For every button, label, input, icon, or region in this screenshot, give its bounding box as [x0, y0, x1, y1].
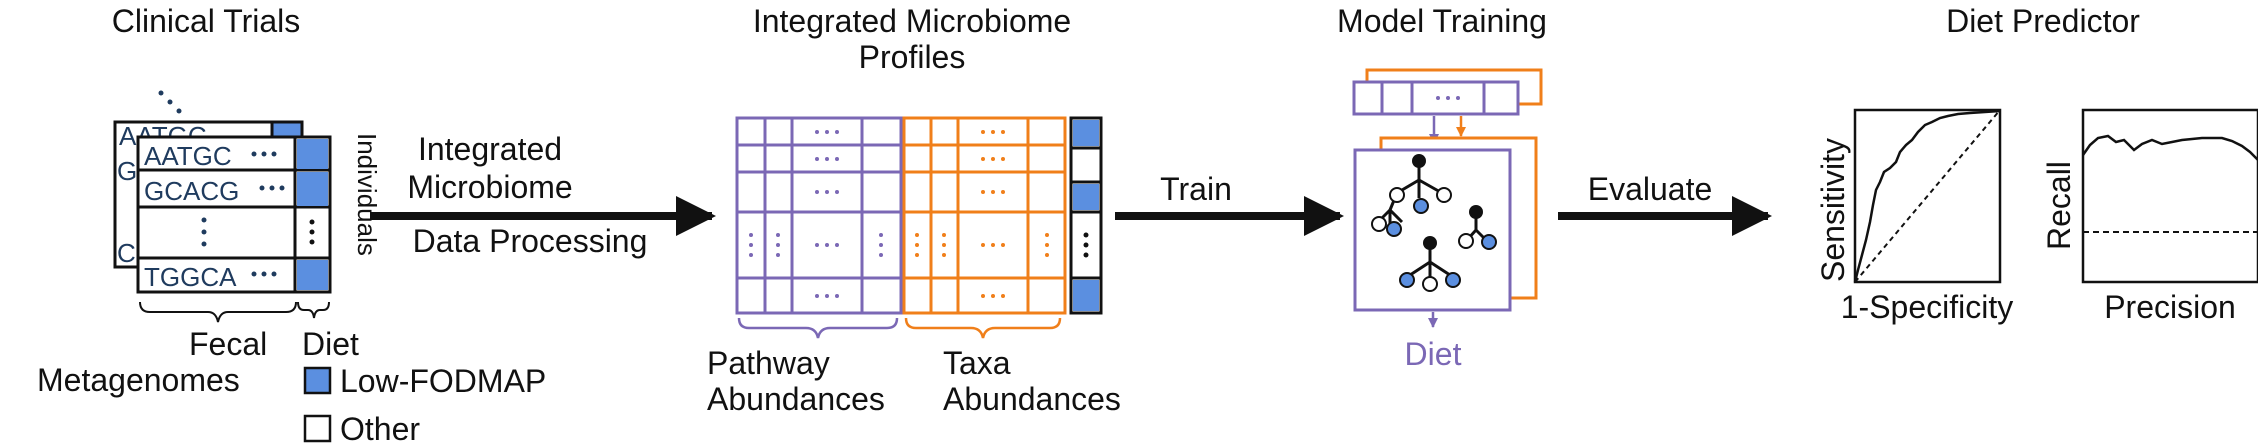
title-integrated-profiles-line1: Integrated Microbiome [753, 3, 1071, 39]
diet-column [1069, 116, 1103, 315]
processing-label-line3: Data Processing [413, 223, 648, 259]
model-input-rows [1352, 68, 1543, 116]
sequence-partial: G [117, 156, 137, 186]
individuals-label: Individuals [352, 133, 382, 256]
stack-ellipsis-dot [176, 108, 182, 114]
processing-label-line1: Integrated [418, 131, 562, 167]
pathway-grid-dots [749, 130, 883, 298]
roc-chance-line [1854, 109, 2001, 283]
stack-ellipsis-dot [167, 99, 173, 105]
legend-swatch-other [303, 414, 332, 443]
brace-diet [297, 301, 330, 319]
sequence-partial: C [117, 238, 136, 268]
legend-low-fodmap: Low-FODMAP [340, 363, 546, 399]
pathway-label-line1: Pathway [707, 345, 830, 381]
diet-label: Diet [302, 326, 359, 362]
legend-other: Other [340, 411, 420, 445]
diet-output-label: Diet [1405, 336, 1462, 372]
pr-plot [2081, 108, 2258, 284]
roc-curve [1853, 109, 2001, 283]
title-model-training: Model Training [1337, 3, 1547, 39]
roc-plot [1853, 108, 2002, 284]
sequence-text: AATGC [144, 141, 232, 171]
pathway-grid [735, 116, 903, 315]
brace-fecal [139, 301, 297, 323]
taxa-label-line1: Taxa [943, 345, 1011, 381]
clinical-sample-stack: AATGC G C AATGC GCACG TGGCA [113, 90, 332, 294]
pr-ylabel: Recall [2041, 161, 2077, 250]
diet-cell-low-fodmap [297, 172, 328, 206]
taxa-label-line2: Abundances [943, 381, 1121, 417]
roc-xlabel: 1-Specificity [1841, 289, 2014, 325]
processing-label-line2: Microbiome [407, 169, 572, 205]
stack-ellipsis-dot [158, 90, 164, 96]
diet-cell-low-fodmap [297, 139, 328, 169]
title-clinical-trials: Clinical Trials [112, 3, 300, 39]
evaluate-label: Evaluate [1588, 171, 1713, 207]
title-diet-predictor: Diet Predictor [1946, 3, 2140, 39]
pr-curve [2081, 134, 2258, 161]
metagenomes-label: Metagenomes [37, 362, 240, 398]
taxa-grid-dots [915, 130, 1049, 298]
brace-pathway [737, 317, 899, 339]
train-label: Train [1160, 171, 1232, 207]
taxa-grid [902, 116, 1067, 315]
forest-model [1353, 136, 1538, 312]
roc-ylabel: Sensitivity [1815, 138, 1851, 282]
sequence-text: TGGCA [144, 262, 237, 292]
brace-taxa [904, 317, 1062, 339]
fecal-label: Fecal [189, 326, 267, 362]
diet-cell-low-fodmap [297, 260, 328, 290]
pathway-label-line2: Abundances [707, 381, 885, 417]
pr-xlabel: Precision [2104, 289, 2236, 325]
legend-swatch-low-fodmap [303, 366, 332, 395]
title-integrated-profiles-line2: Profiles [859, 39, 966, 75]
sequence-text: GCACG [144, 176, 239, 206]
